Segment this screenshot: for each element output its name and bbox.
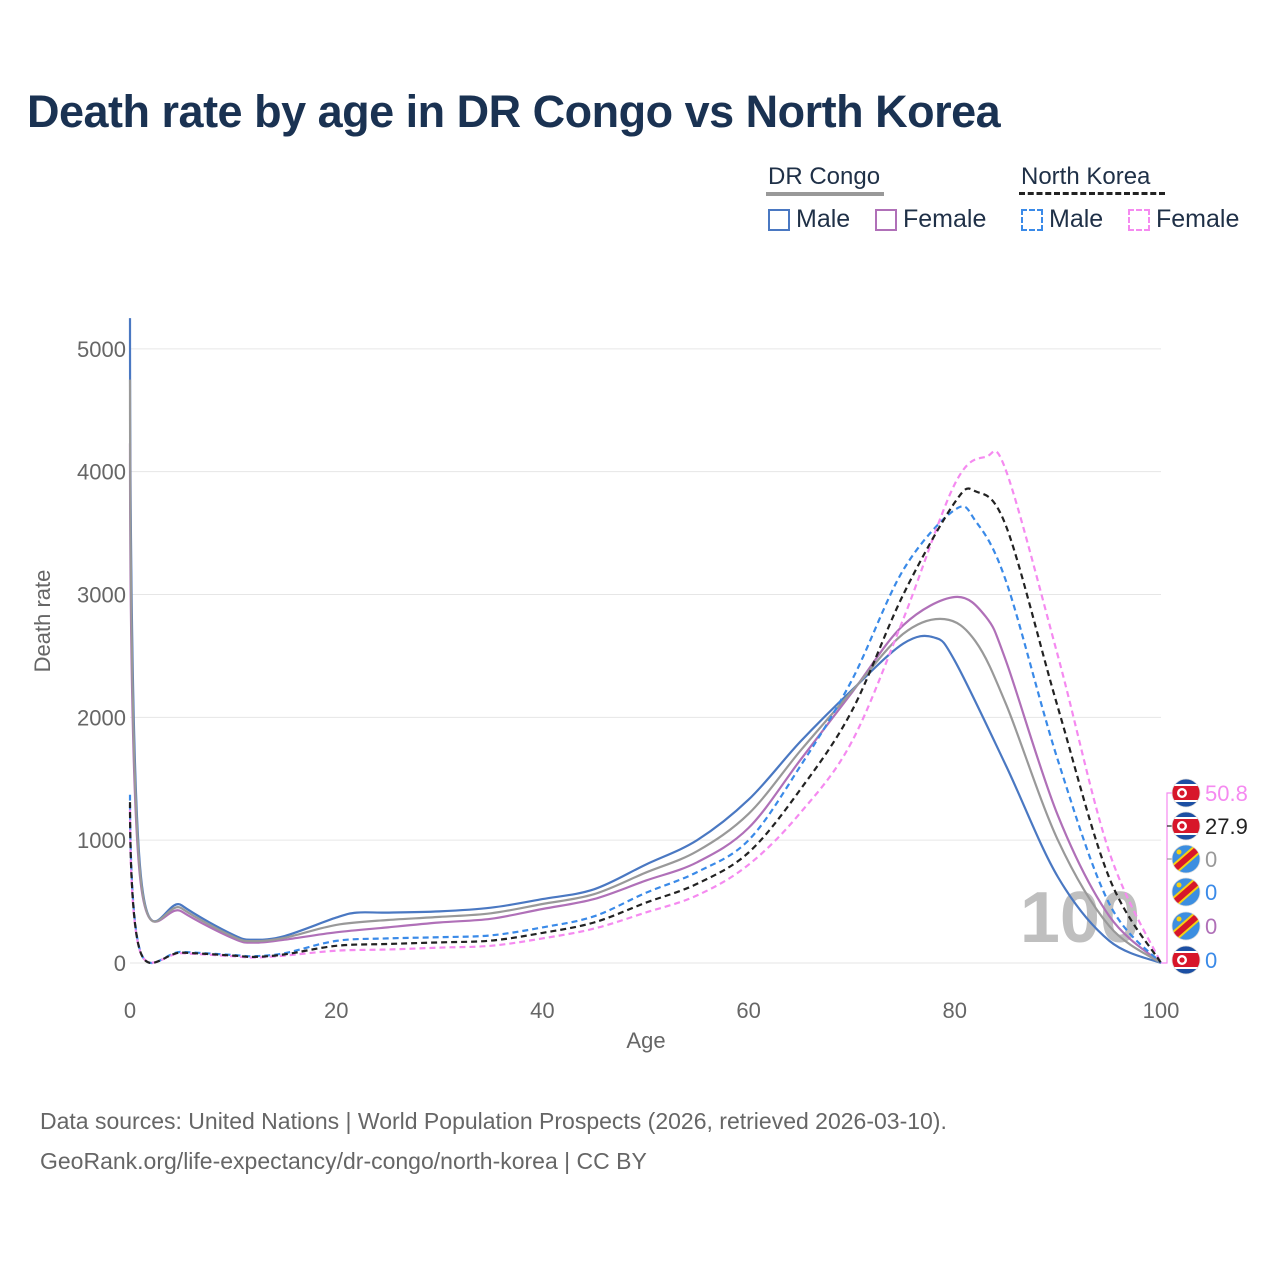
y-tick-label: 4000 [77,460,126,485]
series-north-korea-male[interactable] [128,505,1162,965]
end-label-value: 27.9 [1205,814,1248,839]
end-label-value: 0 [1205,847,1217,872]
series-dr-congo-female[interactable] [128,443,1162,964]
x-tick-label: 20 [324,998,348,1023]
end-label-value: 0 [1205,948,1217,973]
x-tick-label: 40 [530,998,554,1023]
series-lines [128,318,1162,965]
legend-group-north-korea: North Korea [1021,163,1151,190]
legend-item-north-korea-male[interactable]: Male [1021,205,1103,234]
chart-title: Death rate by age in DR Congo vs North K… [27,86,1001,137]
legend-item-dr-congo-male[interactable]: Male [768,205,850,234]
legend-swatch [1128,208,1150,231]
source-line-2[interactable]: GeoRank.org/life-expectancy/dr-congo/nor… [40,1148,647,1174]
x-tick-label: 80 [943,998,967,1023]
y-tick-label: 3000 [77,583,126,608]
end-label-value: 50.8 [1205,781,1248,806]
series-dr-congo-male[interactable] [128,318,1162,965]
end-label-connector [1161,792,1173,964]
legend-underline-north-korea [1019,192,1165,195]
legend-item-dr-congo-female[interactable]: Female [875,205,986,234]
year-watermark: 100 [1020,878,1140,958]
dr-congo-flag-icon [1171,844,1201,874]
north-korea-flag-icon [1171,945,1201,975]
x-axis-ticks: 0 20 40 60 80 100 [124,998,1179,1023]
y-tick-label: 5000 [77,337,126,362]
series-dr-congo-total[interactable] [128,379,1162,964]
end-label-value: 0 [1205,880,1217,905]
y-axis-title: Death rate [30,570,55,673]
source-line-1: Data sources: United Nations | World Pop… [40,1108,947,1134]
legend-underline-dr-congo [766,192,884,196]
dr-congo-flag-icon [1171,877,1201,907]
legend-swatch [768,208,790,231]
legend-item-north-korea-female[interactable]: Female [1128,205,1239,234]
north-korea-flag-icon [1171,811,1201,841]
x-tick-label: 100 [1143,998,1180,1023]
legend-swatch [1021,208,1043,231]
end-label-value: 0 [1205,914,1217,939]
north-korea-flag-icon [1171,778,1201,808]
series-north-korea-total[interactable] [128,487,1162,965]
y-tick-label: 0 [114,951,126,976]
x-tick-label: 0 [124,998,136,1023]
dr-congo-flag-icon [1171,911,1201,941]
y-tick-label: 2000 [77,705,126,730]
x-axis-title: Age [626,1028,665,1053]
y-tick-label: 1000 [77,828,126,853]
gridlines [130,348,1161,964]
legend-swatch [875,208,897,231]
x-tick-label: 60 [736,998,760,1023]
y-axis-ticks: 0 1000 2000 3000 4000 5000 [77,337,126,976]
end-labels: 50.8 27.9 0 0 0 0 [1161,778,1248,975]
legend-group-dr-congo: DR Congo [768,163,881,190]
